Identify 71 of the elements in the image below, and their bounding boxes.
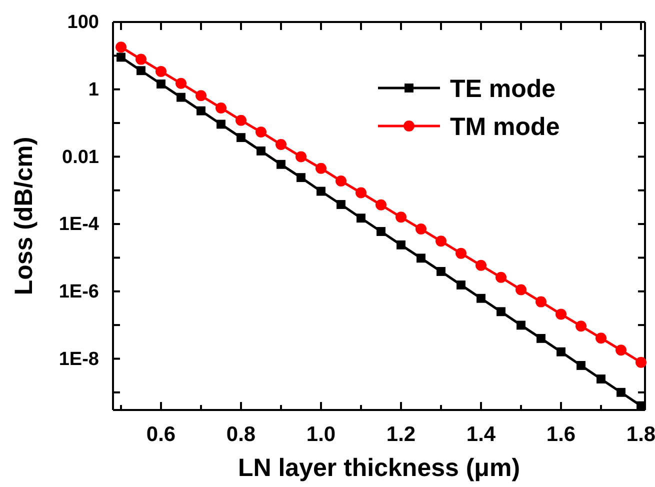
point bbox=[336, 175, 346, 186]
point bbox=[236, 114, 246, 126]
point bbox=[476, 294, 486, 303]
point bbox=[276, 160, 286, 169]
point bbox=[456, 248, 466, 259]
point bbox=[636, 356, 646, 368]
point bbox=[136, 54, 146, 65]
point bbox=[196, 90, 206, 102]
point bbox=[296, 173, 306, 182]
point bbox=[336, 200, 346, 209]
point bbox=[176, 92, 186, 102]
point bbox=[256, 126, 266, 138]
point bbox=[636, 401, 646, 410]
x-tick-label: 1.0 bbox=[306, 422, 336, 446]
x-tick-label: 0.8 bbox=[226, 422, 256, 446]
point bbox=[436, 236, 446, 247]
point bbox=[216, 120, 226, 129]
point bbox=[356, 187, 366, 198]
point bbox=[236, 133, 246, 142]
point bbox=[516, 320, 526, 330]
point bbox=[396, 240, 406, 250]
point bbox=[516, 284, 526, 296]
point bbox=[116, 52, 126, 62]
point bbox=[536, 296, 546, 308]
point bbox=[256, 146, 266, 156]
point bbox=[376, 199, 386, 210]
point bbox=[156, 66, 166, 77]
x-tick-label: 1.4 bbox=[466, 422, 496, 446]
y-tick-label: 1E-8 bbox=[58, 348, 99, 370]
point bbox=[356, 214, 366, 223]
point bbox=[156, 80, 166, 88]
point bbox=[416, 254, 426, 263]
point bbox=[416, 224, 426, 235]
point bbox=[616, 344, 626, 356]
point bbox=[596, 374, 606, 384]
x-tick-label: 0.6 bbox=[146, 422, 176, 446]
x-axis-title: LN layer thickness (μm) bbox=[238, 454, 520, 482]
point bbox=[576, 361, 586, 370]
point bbox=[616, 388, 626, 397]
legend-label: TM mode bbox=[450, 113, 560, 141]
point bbox=[576, 320, 586, 332]
point bbox=[116, 42, 126, 53]
point bbox=[196, 106, 206, 116]
y-tick-label: 1E-4 bbox=[58, 214, 100, 236]
point bbox=[556, 308, 566, 320]
point bbox=[436, 267, 446, 276]
point bbox=[376, 227, 386, 236]
point bbox=[216, 102, 226, 114]
x-tick-label: 1.8 bbox=[626, 422, 655, 446]
y-tick-label: 1 bbox=[88, 79, 100, 100]
point bbox=[596, 332, 606, 344]
point bbox=[476, 260, 486, 271]
y-tick-label: 0.01 bbox=[62, 146, 100, 168]
point bbox=[316, 186, 326, 196]
y-tick-label: 100 bbox=[67, 12, 99, 34]
point bbox=[136, 66, 146, 76]
y-axis-title: Loss (dB/cm) bbox=[10, 136, 38, 296]
x-tick-label: 1.2 bbox=[386, 422, 416, 446]
point bbox=[496, 272, 506, 283]
x-tick-label: 1.6 bbox=[546, 422, 576, 446]
point bbox=[316, 162, 326, 174]
point bbox=[496, 307, 506, 316]
point bbox=[396, 212, 406, 223]
point bbox=[456, 280, 466, 290]
legend-label: TE mode bbox=[450, 75, 556, 103]
y-tick-label: 1E-6 bbox=[58, 281, 99, 302]
point bbox=[176, 78, 186, 89]
point bbox=[276, 139, 286, 150]
point bbox=[536, 334, 546, 343]
point bbox=[556, 347, 566, 356]
point bbox=[296, 151, 306, 162]
